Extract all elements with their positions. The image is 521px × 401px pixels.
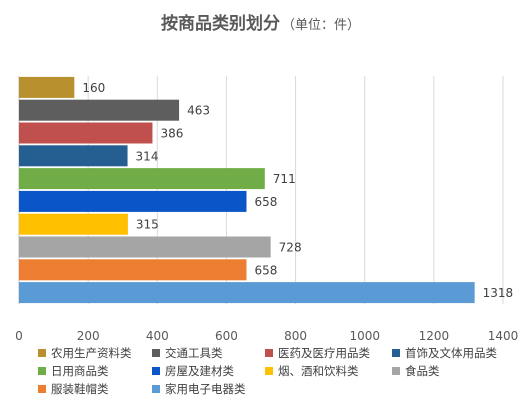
data-label: 314 <box>136 149 159 163</box>
legend-item: 家用电子电器类 <box>152 381 265 396</box>
legend-label: 农用生产资料类 <box>51 345 132 360</box>
bar <box>19 76 75 98</box>
legend-swatch <box>152 366 160 375</box>
legend-swatch <box>392 348 400 357</box>
chart-subtitle: （单位：件） <box>281 18 360 33</box>
data-label: 711 <box>273 172 296 186</box>
legend-label: 烟、酒和饮料类 <box>278 363 359 378</box>
bar <box>19 282 475 304</box>
legend-item: 交通工具类 <box>152 345 265 360</box>
legend-swatch <box>38 384 46 393</box>
data-label: 728 <box>279 241 302 255</box>
legend-swatch <box>392 366 400 375</box>
legend-item: 房屋及建材类 <box>152 363 265 378</box>
bar <box>19 99 180 121</box>
legend-spacer <box>392 381 508 396</box>
legend-swatch <box>265 366 273 375</box>
bar <box>19 145 128 167</box>
legend-item: 烟、酒和饮料类 <box>265 363 392 378</box>
x-tick-label: 1000 <box>349 329 380 343</box>
data-label: 658 <box>254 263 277 277</box>
x-tick-label: 400 <box>146 329 169 343</box>
bar <box>19 122 153 144</box>
legend-label: 房屋及建材类 <box>165 363 234 378</box>
legend-spacer <box>265 381 392 396</box>
x-tick-label: 1400 <box>488 329 519 343</box>
x-tick-label: 800 <box>284 329 307 343</box>
bar <box>19 236 271 258</box>
legend-label: 食品类 <box>405 363 440 378</box>
chart-title-block: 按商品类别划分 （单位：件） <box>0 9 521 34</box>
data-label: 658 <box>254 195 277 209</box>
legend-label: 家用电子电器类 <box>165 381 246 396</box>
legend-item: 首饰及文体用品类 <box>392 345 508 360</box>
bar <box>19 213 128 235</box>
bar <box>19 168 265 190</box>
legend-item: 医药及医疗用品类 <box>265 345 392 360</box>
legend-swatch <box>38 366 46 375</box>
data-label: 160 <box>82 81 105 95</box>
data-label: 1318 <box>483 286 514 300</box>
chart-legend: 农用生产资料类 交通工具类 医药及医疗用品类 首饰及文体用品类日用商品类 房屋及建材类 烟… <box>38 345 508 396</box>
legend-swatch <box>265 348 273 357</box>
bar <box>19 190 247 212</box>
legend-label: 医药及医疗用品类 <box>278 345 370 360</box>
x-tick-label: 0 <box>15 329 23 343</box>
data-label: 386 <box>160 127 183 141</box>
chart-title: 按商品类别划分 <box>160 14 280 34</box>
legend-item: 食品类 <box>392 363 508 378</box>
x-tick-label: 600 <box>215 329 238 343</box>
legend-label: 日用商品类 <box>51 363 109 378</box>
x-tick-label: 200 <box>77 329 100 343</box>
legend-swatch <box>152 348 160 357</box>
data-label: 315 <box>136 218 159 232</box>
legend-swatch <box>38 348 46 357</box>
legend-label: 交通工具类 <box>165 345 223 360</box>
x-tick-label: 1200 <box>419 329 450 343</box>
legend-item: 日用商品类 <box>38 363 152 378</box>
legend-label: 首饰及文体用品类 <box>405 345 497 360</box>
data-label: 463 <box>187 104 210 118</box>
legend-swatch <box>152 384 160 393</box>
legend-item: 农用生产资料类 <box>38 345 152 360</box>
legend-label: 服装鞋帽类 <box>51 381 109 396</box>
legend-item: 服装鞋帽类 <box>38 381 152 396</box>
bar <box>19 259 247 281</box>
